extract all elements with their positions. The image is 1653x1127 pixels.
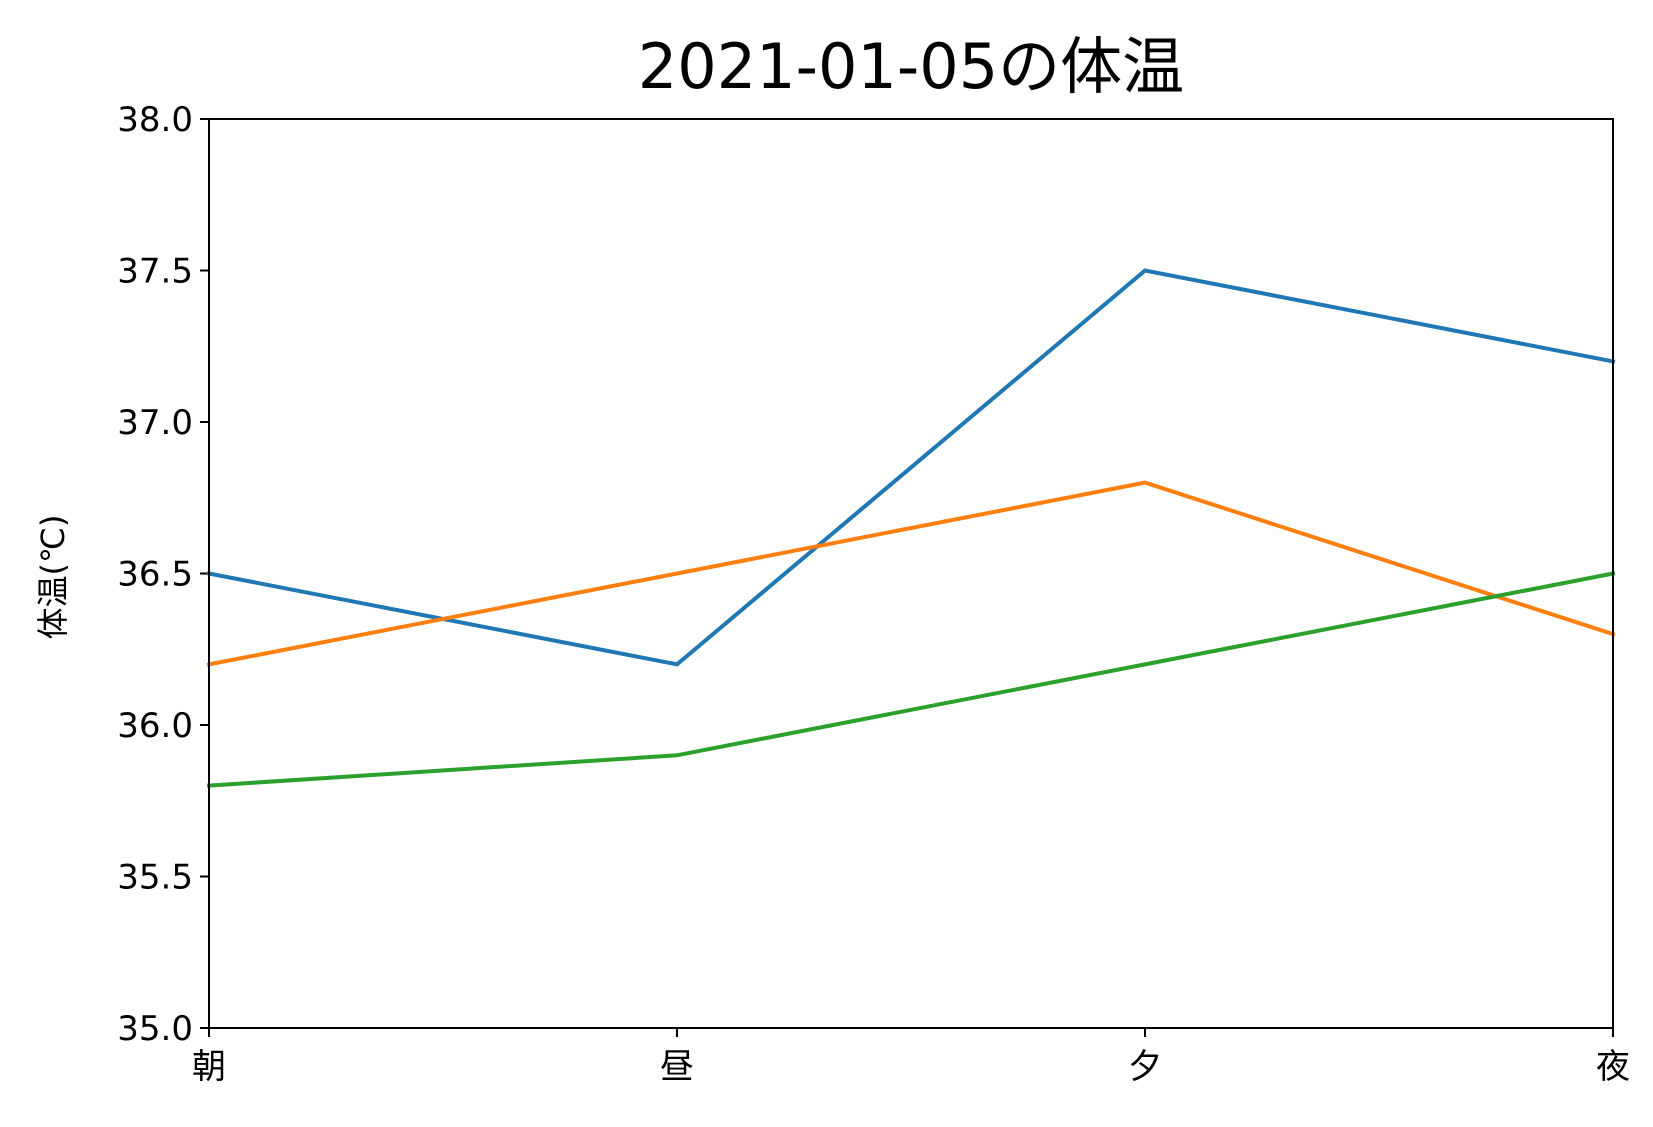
y-tick-label: 38.0 [117, 100, 193, 140]
y-axis-label: 体温(℃) [34, 515, 72, 640]
y-tick-label: 35.5 [117, 858, 193, 898]
series-line-2 [206, 480, 1616, 667]
series-line-3 [206, 571, 1616, 788]
x-tick-label: 朝 [192, 1047, 226, 1087]
y-tick-label: 36.0 [117, 706, 193, 746]
x-tick-label: 昼 [660, 1047, 694, 1087]
y-axis: 35.0 35.5 36.0 36.5 37.0 37.5 38.0 [117, 100, 209, 1049]
y-tick-label: 37.5 [117, 252, 193, 292]
y-tick-label: 37.0 [117, 403, 193, 443]
x-axis: 朝昼夕夜 [192, 1028, 1630, 1087]
series-line-1 [206, 268, 1616, 667]
x-tick-label: 夕 [1128, 1047, 1162, 1087]
series-layer [206, 268, 1616, 788]
plot-frame [208, 118, 1614, 1029]
chart-title: 2021-01-05の体温 [638, 30, 1184, 103]
x-tick-label: 夜 [1596, 1047, 1630, 1087]
y-tick-label: 35.0 [117, 1009, 193, 1049]
y-tick-label: 36.5 [117, 555, 193, 595]
